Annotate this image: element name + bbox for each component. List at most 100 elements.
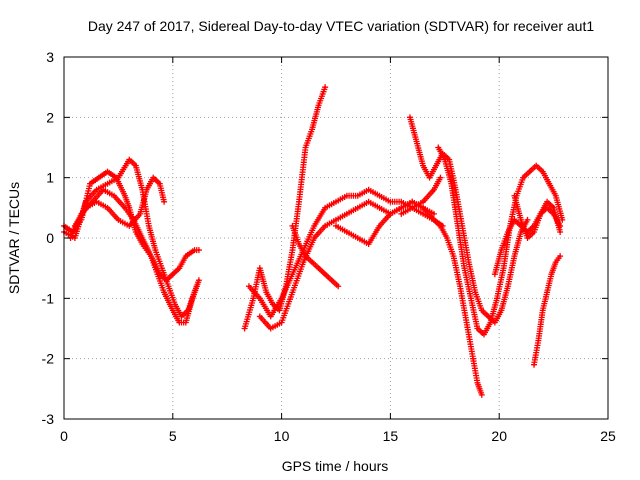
series-track-6 [245, 174, 444, 320]
data-point [334, 200, 338, 203]
data-point [243, 327, 246, 330]
data-point [317, 104, 320, 107]
data-point [265, 291, 268, 294]
data-point [465, 321, 468, 324]
data-point [345, 212, 349, 216]
data-point [178, 321, 181, 324]
data-point [184, 254, 188, 258]
data-point [519, 218, 523, 222]
data-point [558, 230, 562, 234]
data-point [149, 254, 153, 258]
data-point [356, 194, 359, 197]
data-point [106, 182, 109, 185]
data-point [258, 315, 262, 318]
data-point [528, 170, 531, 173]
data-point [489, 321, 492, 324]
data-point [291, 224, 294, 228]
data-point [421, 206, 425, 210]
data-point [334, 218, 338, 222]
series-markers [531, 253, 564, 368]
data-point [171, 309, 174, 312]
series-track-15 [531, 253, 564, 368]
data-point [180, 315, 183, 318]
x-tick-label: 0 [60, 428, 68, 444]
data-point [317, 266, 320, 270]
data-point [513, 194, 516, 197]
series-layer [61, 84, 566, 398]
data-point [141, 188, 144, 191]
data-point [323, 224, 327, 228]
x-axis-label: GPS time / hours [282, 458, 389, 474]
data-point [400, 206, 403, 210]
data-point [500, 248, 503, 252]
data-point [278, 309, 281, 312]
data-point [447, 158, 451, 161]
grid-layer [64, 57, 608, 419]
data-point [106, 170, 109, 173]
data-point [469, 297, 473, 300]
data-point [367, 188, 370, 191]
data-point [421, 212, 425, 216]
data-point [389, 212, 392, 216]
data-point [162, 200, 166, 203]
data-point [128, 158, 131, 161]
y-tick-label: 2 [46, 109, 54, 125]
data-point [482, 333, 486, 336]
data-point [160, 266, 164, 270]
data-point [506, 230, 510, 234]
data-point [432, 218, 436, 222]
data-point [258, 297, 262, 300]
data-point [434, 164, 438, 167]
data-point [141, 236, 144, 240]
data-point [193, 248, 196, 252]
x-tick-label: 15 [383, 428, 399, 444]
data-point [356, 206, 359, 210]
data-point [561, 218, 564, 222]
data-point [400, 200, 403, 203]
data-point [437, 146, 440, 149]
data-point [500, 309, 503, 312]
data-point [493, 273, 497, 276]
data-point [336, 285, 340, 288]
data-point [258, 266, 262, 270]
series-track-7 [256, 198, 437, 332]
data-point [156, 273, 159, 276]
data-point [521, 176, 525, 179]
data-point [304, 254, 307, 258]
data-point [526, 218, 529, 222]
data-point [428, 176, 431, 179]
data-point [548, 182, 551, 185]
data-point [378, 224, 381, 228]
data-point [439, 176, 442, 179]
data-point [269, 327, 272, 330]
data-point [171, 273, 174, 276]
data-point [345, 194, 349, 197]
data-point [519, 230, 523, 234]
data-point [145, 188, 148, 191]
data-point [408, 116, 412, 119]
data-point [495, 297, 499, 300]
data-point [158, 182, 161, 185]
data-point [173, 303, 177, 306]
data-point [476, 327, 479, 330]
data-point [493, 321, 497, 324]
data-point [452, 254, 455, 258]
data-point [291, 291, 294, 294]
data-point [134, 230, 138, 234]
data-point [345, 230, 349, 234]
series-track-10 [398, 204, 485, 398]
tick-layer: 0 5 10 15 20 25 -3 -2 -1 0 1 2 3 [42, 49, 616, 444]
data-point [73, 224, 77, 228]
data-point [541, 309, 544, 312]
data-point [554, 194, 557, 197]
series-markers [245, 174, 444, 320]
data-point [291, 248, 294, 252]
y-tick-label: -2 [42, 351, 55, 367]
data-point [117, 176, 120, 179]
x-tick-label: 20 [491, 428, 507, 444]
data-point [69, 236, 72, 240]
data-point [313, 224, 316, 228]
y-axis-label: SDTVAR / TECUs [6, 182, 22, 294]
data-point [330, 279, 333, 282]
